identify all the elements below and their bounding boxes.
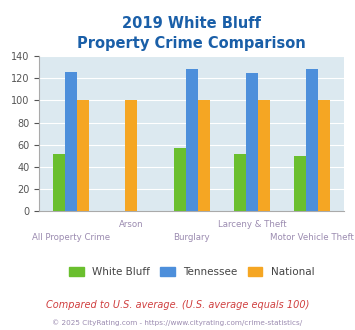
Text: Motor Vehicle Theft: Motor Vehicle Theft [271,233,354,243]
Bar [258,100,270,211]
Bar [77,100,89,211]
Bar [65,72,77,211]
Legend: White Bluff, Tennessee, National: White Bluff, Tennessee, National [65,263,318,281]
Bar [53,153,65,211]
Bar [294,156,306,211]
Text: All Property Crime: All Property Crime [32,233,110,243]
Bar [246,73,258,211]
Bar [198,100,210,211]
Bar [186,69,198,211]
Text: Burglary: Burglary [173,233,210,243]
Bar [125,100,137,211]
Text: © 2025 CityRating.com - https://www.cityrating.com/crime-statistics/: © 2025 CityRating.com - https://www.city… [53,319,302,326]
Text: Compared to U.S. average. (U.S. average equals 100): Compared to U.S. average. (U.S. average … [46,300,309,310]
Bar [174,148,186,211]
Text: Arson: Arson [119,219,144,229]
Bar [318,100,331,211]
Text: Larceny & Theft: Larceny & Theft [218,219,286,229]
Bar [234,153,246,211]
Title: 2019 White Bluff
Property Crime Comparison: 2019 White Bluff Property Crime Comparis… [77,16,306,51]
Bar [306,69,318,211]
